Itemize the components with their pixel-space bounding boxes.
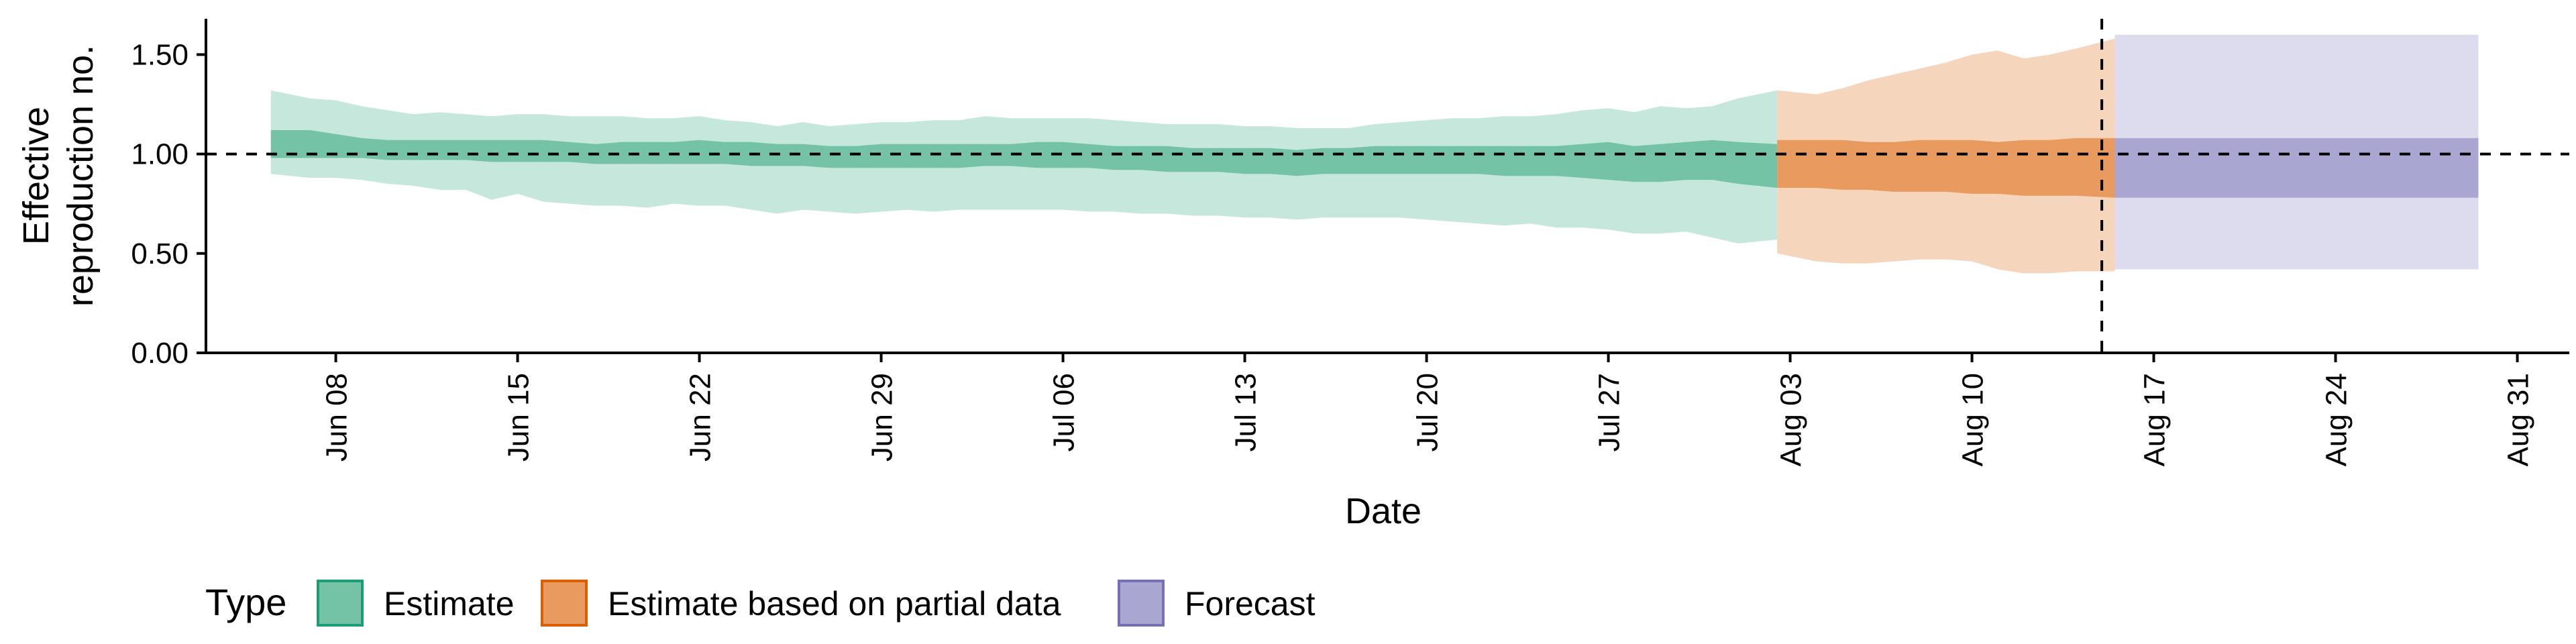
legend-key-partial	[541, 580, 588, 627]
y-tick-label: 1.50	[131, 38, 189, 71]
axes	[197, 19, 2569, 362]
reference-lines	[206, 19, 2569, 353]
x-tick-label: Aug 24	[2320, 373, 2353, 466]
legend-label-estimate: Estimate	[384, 585, 515, 623]
legend-key-forecast	[1118, 580, 1165, 627]
y-tick-label: 0.00	[131, 337, 189, 370]
y-axis-title-line1: Effective	[16, 107, 56, 245]
legend-label-partial: Estimate based on partial data	[608, 585, 1061, 623]
band-90-estimate	[270, 90, 1778, 244]
x-tick-label: Aug 03	[1775, 373, 1808, 466]
x-tick-label: Jun 29	[866, 373, 899, 462]
legend-title: Type	[205, 581, 286, 623]
band-50-estimate	[270, 130, 1778, 188]
x-tick-label: Jul 20	[1411, 373, 1444, 451]
x-axis-title: Date	[1345, 491, 1421, 531]
x-tick-label: Jul 13	[1230, 373, 1263, 451]
y-tick-label: 1.00	[131, 138, 189, 171]
x-tick-label: Jul 06	[1048, 373, 1081, 451]
band-50-forecast	[2114, 138, 2479, 198]
x-tick-label: Aug 17	[2139, 373, 2171, 466]
x-tick-label: Jun 22	[684, 373, 717, 462]
x-tick-label: Aug 31	[2502, 373, 2535, 466]
y-axis-title-line2: reproduction no.	[60, 45, 101, 307]
y-tick-label: 0.50	[131, 237, 189, 270]
ribbon-layer	[270, 34, 2479, 274]
x-tick-label: Jun 08	[321, 373, 354, 462]
x-tick-labels: Jun 08 Jun 15 Jun 22 Jun 29 Jul 06 Jul 13 Jul …	[321, 373, 2535, 466]
x-tick-label: Jul 27	[1593, 373, 1626, 451]
y-tick-labels: 0.00 0.50 1.00 1.50	[131, 38, 189, 370]
legend: Type Estimate Estimate based on partial …	[205, 580, 1316, 627]
legend-label-forecast: Forecast	[1185, 585, 1316, 623]
x-tick-label: Jun 15	[502, 373, 535, 462]
legend-key-estimate	[317, 580, 364, 627]
x-tick-label: Aug 10	[1957, 373, 1990, 466]
